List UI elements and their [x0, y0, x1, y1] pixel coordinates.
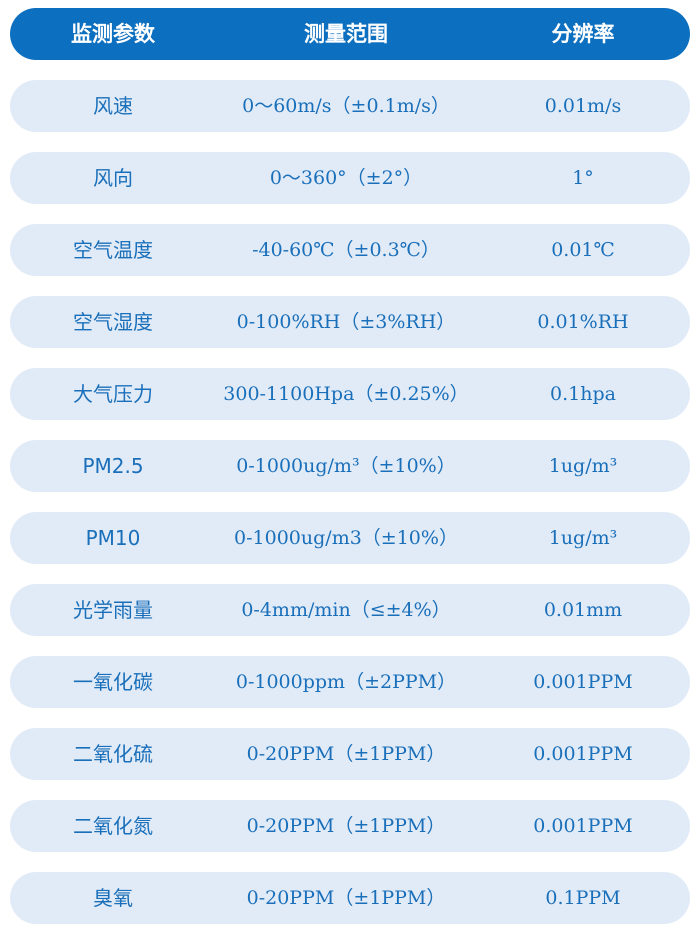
table-row: 二氧化氮 0-20PPM（±1PPM） 0.001PPM	[10, 800, 690, 852]
cell-param: 空气湿度	[73, 310, 153, 334]
cell-param: PM10	[85, 526, 141, 550]
cell-param: 二氧化氮	[73, 814, 153, 838]
table-row: 一氧化碳 0-1000ppm（±2PPM） 0.001PPM	[10, 656, 690, 708]
cell-resolution: 0.01mm	[543, 599, 623, 621]
cell-resolution: 0.001PPM	[533, 743, 633, 765]
cell-range: 0-20PPM（±1PPM）	[246, 815, 446, 837]
table-row: PM10 0-1000ug/m3（±10%） 1ug/m³	[10, 512, 690, 564]
table-row: PM2.5 0-1000ug/m³（±10%） 1ug/m³	[10, 440, 690, 492]
cell-param: 一氧化碳	[73, 670, 153, 694]
table-row: 空气湿度 0-100%RH（±3%RH） 0.01%RH	[10, 296, 690, 348]
header-resolution: 分辨率	[551, 22, 615, 46]
table-row: 风速 0～60m/s（±0.1m/s） 0.01m/s	[10, 80, 690, 132]
cell-param: 风向	[93, 166, 133, 190]
table-row: 二氧化硫 0-20PPM（±1PPM） 0.001PPM	[10, 728, 690, 780]
cell-range: 0-100%RH（±3%RH）	[236, 311, 456, 333]
cell-param: PM2.5	[82, 454, 144, 478]
cell-resolution: 0.1hpa	[550, 383, 616, 405]
table-row: 臭氧 0-20PPM（±1PPM） 0.1PPM	[10, 872, 690, 924]
table-row: 空气温度 -40-60℃（±0.3℃） 0.01℃	[10, 224, 690, 276]
table-row: 大气压力 300-1100Hpa（±0.25%） 0.1hpa	[10, 368, 690, 420]
cell-resolution: 1ug/m³	[548, 455, 618, 477]
cell-range: 0～360°（±2°）	[269, 167, 423, 189]
cell-resolution: 1ug/m³	[548, 527, 618, 549]
cell-range: -40-60℃（±0.3℃）	[252, 239, 440, 261]
cell-param: 风速	[93, 94, 133, 118]
cell-param: 二氧化硫	[73, 742, 153, 766]
header-range: 测量范围	[304, 22, 388, 46]
cell-param: 臭氧	[93, 886, 133, 910]
table-row: 光学雨量 0-4mm/min（≤±4%） 0.01mm	[10, 584, 690, 636]
cell-param: 大气压力	[73, 382, 153, 406]
cell-resolution: 0.01m/s	[544, 95, 622, 117]
cell-resolution: 0.001PPM	[533, 815, 633, 837]
cell-param: 光学雨量	[73, 598, 153, 622]
cell-range: 300-1100Hpa（±0.25%）	[223, 383, 469, 405]
cell-resolution: 1°	[572, 167, 594, 189]
cell-resolution: 0.01℃	[551, 239, 615, 261]
cell-range: 0～60m/s（±0.1m/s）	[242, 95, 450, 117]
table-row: 风向 0～360°（±2°） 1°	[10, 152, 690, 204]
cell-param: 空气温度	[73, 238, 153, 262]
cell-range: 0-1000ug/m3（±10%）	[234, 527, 458, 549]
table-header: 监测参数 测量范围 分辨率	[10, 8, 690, 60]
cell-resolution: 0.001PPM	[533, 671, 633, 693]
header-param: 监测参数	[71, 22, 155, 46]
cell-range: 0-20PPM（±1PPM）	[246, 743, 446, 765]
cell-range: 0-4mm/min（≤±4%）	[241, 599, 451, 621]
cell-resolution: 0.01%RH	[537, 311, 629, 333]
cell-range: 0-20PPM（±1PPM）	[246, 887, 446, 909]
cell-range: 0-1000ug/m³（±10%）	[236, 455, 456, 477]
cell-range: 0-1000ppm（±2PPM）	[235, 671, 457, 693]
cell-resolution: 0.1PPM	[545, 887, 621, 909]
